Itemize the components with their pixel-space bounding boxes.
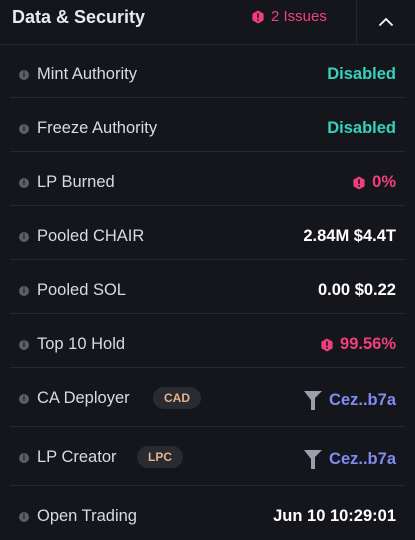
freeze-authority-value: Disabled [327,119,396,137]
chevron-up-icon [378,17,394,27]
row-lp-creator: i LP Creator LPC Cez..b7a [10,427,405,486]
row-top10-hold: i Top 10 Hold 99.56% [10,314,405,368]
info-icon[interactable]: i [19,512,29,522]
info-icon[interactable]: i [19,340,29,350]
warning-hexagon-icon [353,176,365,189]
cad-badge: CAD [153,387,201,409]
row-pooled-sol: i Pooled SOL 0.00 $0.22 [10,260,405,314]
info-icon[interactable]: i [19,70,29,80]
lpc-badge: LPC [137,446,183,468]
collapse-toggle-button[interactable] [356,0,415,44]
open-trading-value: Jun 10 10:29:01 [273,507,396,525]
lp-creator-address: Cez..b7a [329,449,396,468]
security-rows: i Mint Authority Disabled i Freeze Autho… [0,44,415,539]
pooled-sol-value: 0.00 $0.22 [318,281,396,299]
freeze-authority-label: Freeze Authority [37,119,158,137]
info-icon[interactable]: i [19,394,29,404]
lp-creator-link[interactable]: Cez..b7a [303,448,396,470]
info-icon[interactable]: i [19,286,29,296]
pooled-chair-value: 2.84M $4.4T [303,227,396,245]
row-ca-deployer: i CA Deployer CAD Cez..b7a [10,368,405,427]
issues-indicator[interactable]: 2 Issues [251,8,327,25]
pooled-chair-label: Pooled CHAIR [37,227,145,245]
row-pooled-chair: i Pooled CHAIR 2.84M $4.4T [10,206,405,260]
warning-hexagon-icon [321,338,333,351]
mint-authority-value: Disabled [327,65,396,83]
top10-hold-value-group: 99.56% [320,335,396,354]
row-open-trading: i Open Trading Jun 10 10:29:01 [10,486,405,539]
lp-burned-value-group: 0% [352,173,396,192]
warning-hexagon-icon [252,10,264,23]
info-icon[interactable]: i [19,124,29,134]
panel-title: Data & Security [12,7,146,27]
ca-deployer-link[interactable]: Cez..b7a [303,389,396,411]
top10-hold-value: 99.56% [340,335,396,353]
info-icon[interactable]: i [19,232,29,242]
issues-label: 2 Issues [271,8,327,25]
lp-creator-label: LP Creator [37,448,117,466]
info-icon[interactable]: i [19,178,29,188]
ca-deployer-label: CA Deployer [37,389,130,407]
lp-burned-value: 0% [372,173,396,191]
row-lp-burned: i LP Burned 0% [10,152,405,206]
top10-hold-label: Top 10 Hold [37,335,126,353]
open-trading-label: Open Trading [37,507,137,525]
ca-deployer-address: Cez..b7a [329,390,396,409]
pooled-sol-label: Pooled SOL [37,281,126,299]
creator-logo-icon [304,450,323,469]
panel-header: Data & Security 2 Issues [0,0,415,45]
lp-burned-label: LP Burned [37,173,115,191]
row-mint-authority: i Mint Authority Disabled [10,44,405,98]
info-icon[interactable]: i [19,453,29,463]
deployer-logo-icon [304,391,323,410]
row-freeze-authority: i Freeze Authority Disabled [10,98,405,152]
mint-authority-label: Mint Authority [37,65,137,83]
